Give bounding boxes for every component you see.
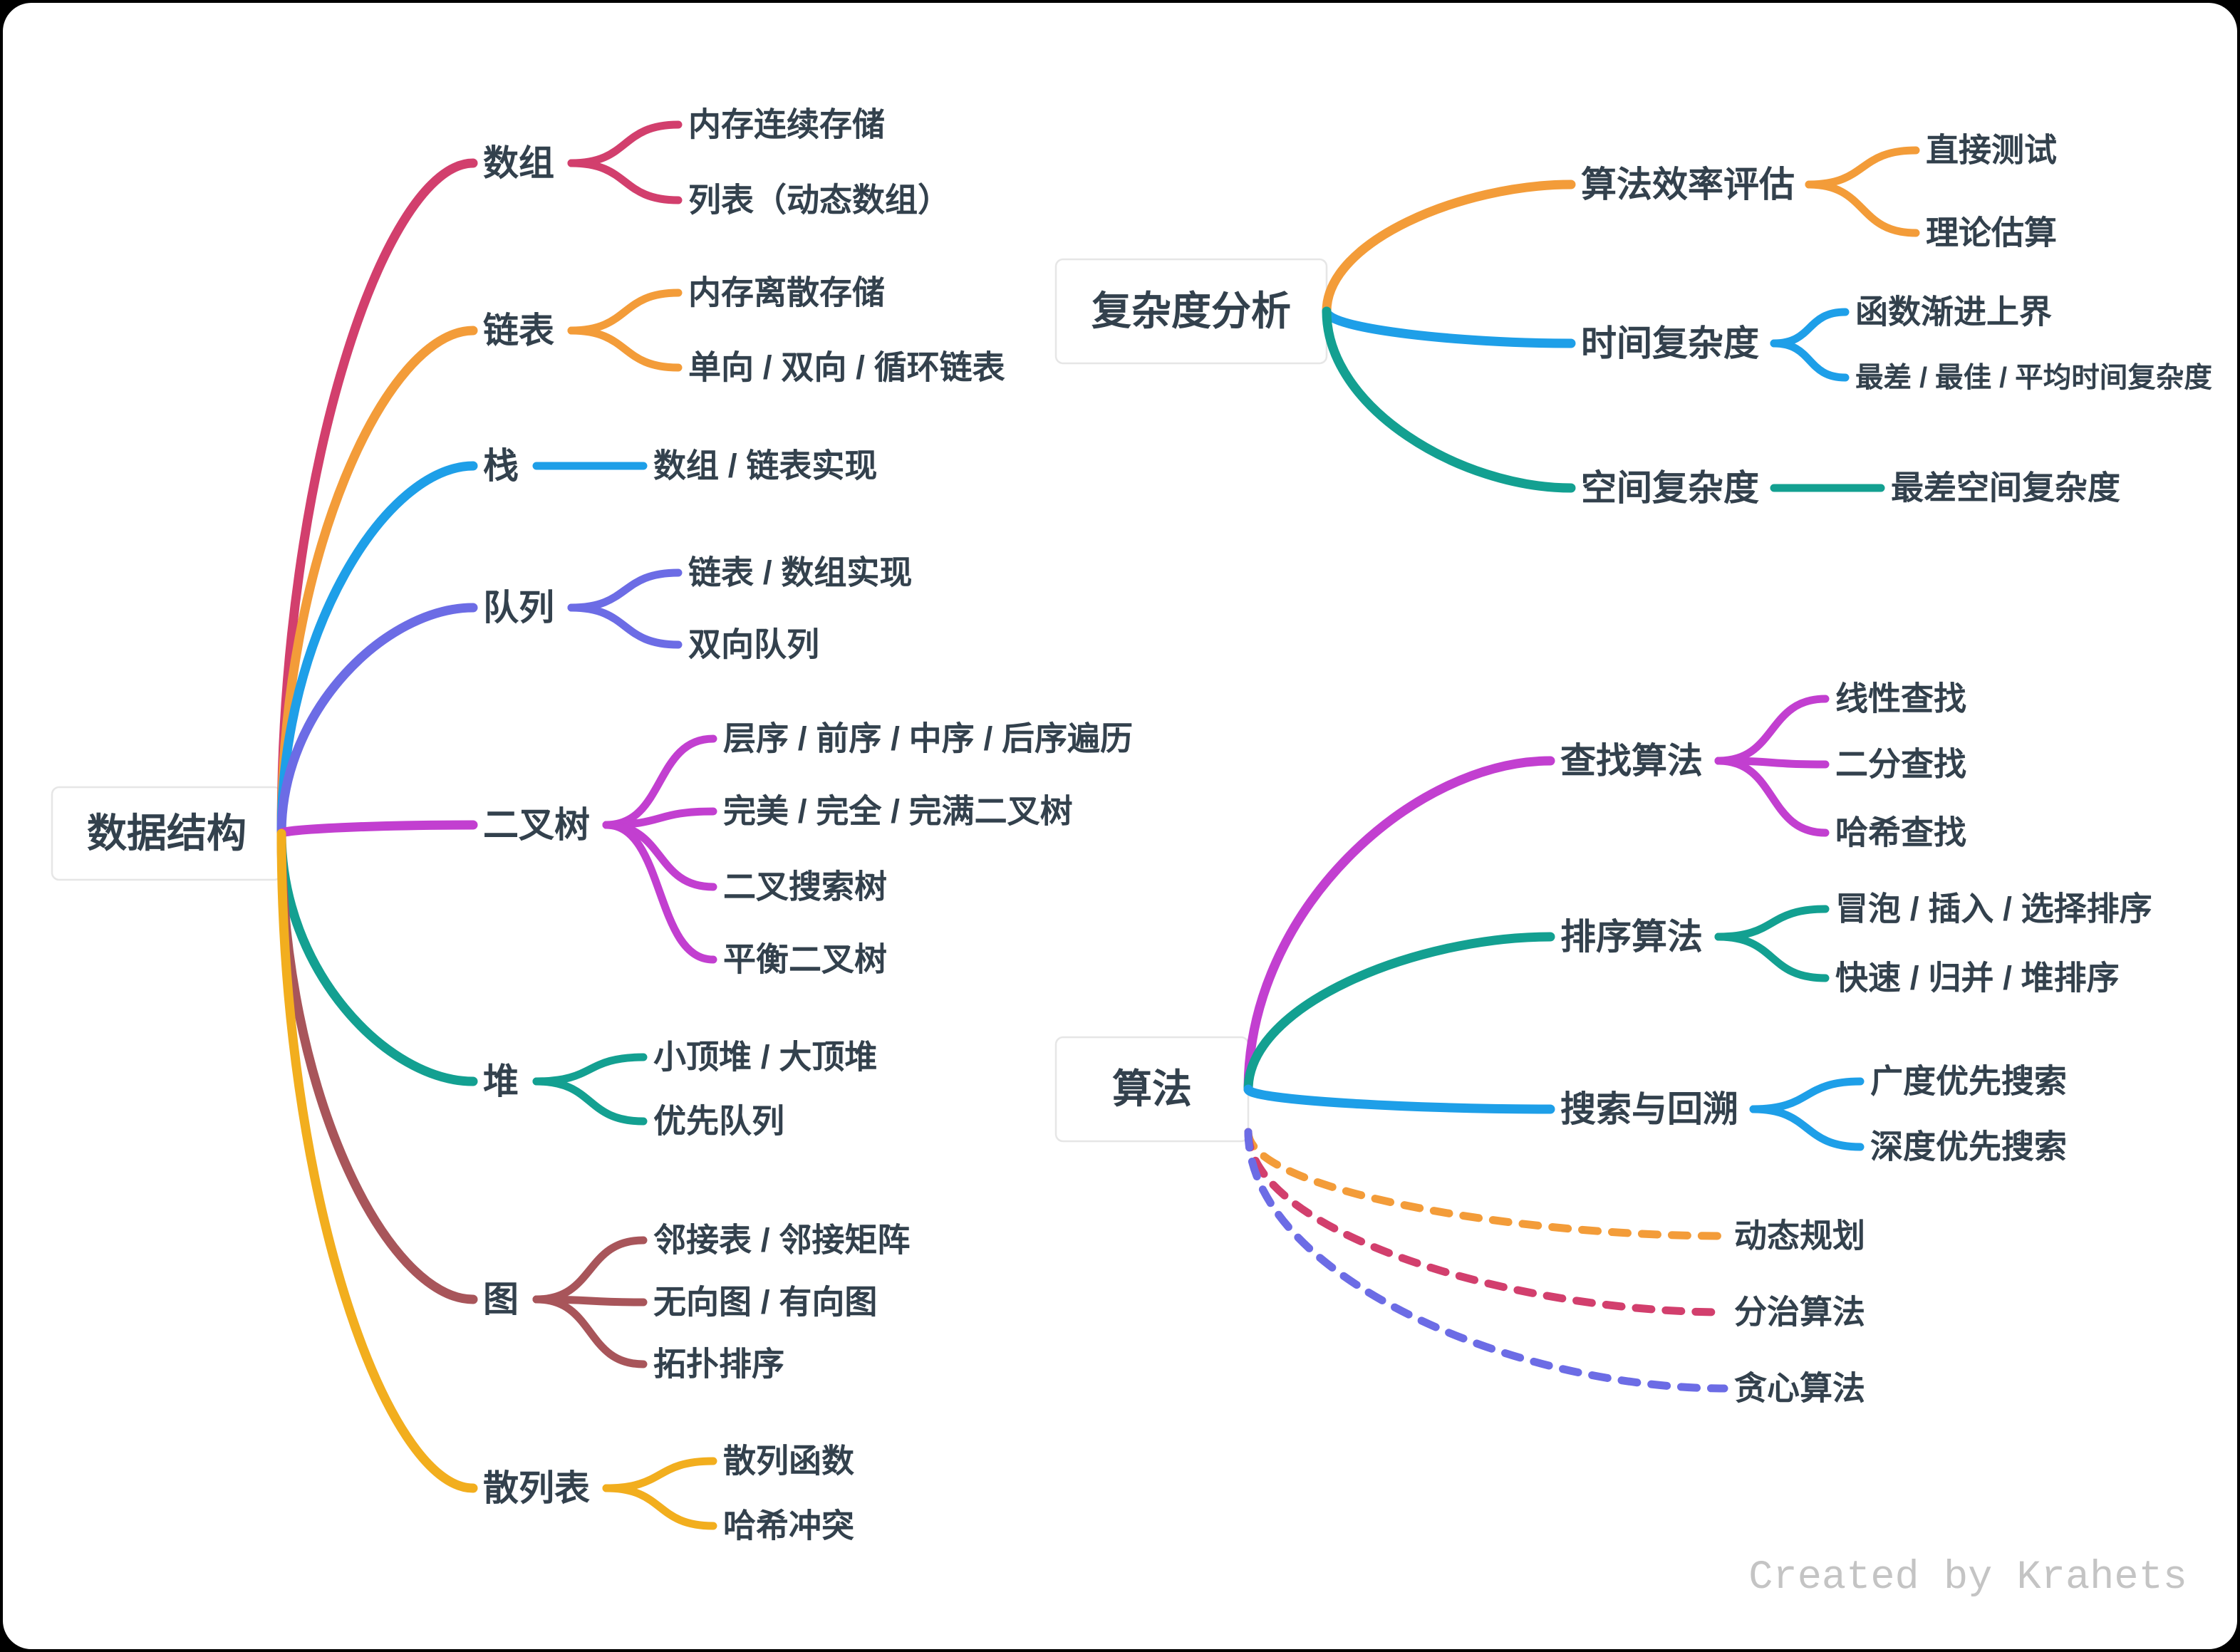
svg-text:最差空间复杂度: 最差空间复杂度 [1891,469,2120,506]
svg-text:快速 / 归并 / 堆排序: 快速 / 归并 / 堆排序 [1835,960,2120,997]
svg-text:动态规划: 动态规划 [1734,1217,1865,1254]
svg-text:线性查找: 线性查找 [1835,680,1966,717]
svg-text:哈希冲突: 哈希冲突 [723,1507,854,1544]
svg-text:数组: 数组 [483,143,554,183]
svg-text:链表 / 数组实现: 链表 / 数组实现 [688,554,912,591]
svg-text:邻接表 / 邻接矩阵: 邻接表 / 邻接矩阵 [653,1222,910,1259]
svg-text:无向图 / 有向图: 无向图 / 有向图 [653,1284,877,1321]
svg-text:层序 / 前序 / 中序 / 后序遍历: 层序 / 前序 / 中序 / 后序遍历 [723,720,1133,757]
svg-text:算法效率评估: 算法效率评估 [1581,165,1795,204]
svg-text:理论估算: 理论估算 [1926,214,2057,251]
svg-text:平衡二叉树: 平衡二叉树 [723,941,887,978]
svg-text:冒泡 / 插入 / 选择排序: 冒泡 / 插入 / 选择排序 [1835,890,2152,928]
svg-text:哈希查找: 哈希查找 [1835,814,1966,851]
svg-text:优先队列: 优先队列 [653,1103,784,1140]
svg-text:散列表: 散列表 [483,1468,590,1508]
svg-text:堆: 堆 [483,1061,519,1101]
svg-text:空间复杂度: 空间复杂度 [1581,468,1759,508]
svg-text:内存连续存储: 内存连续存储 [688,106,885,143]
svg-text:二分查找: 二分查找 [1835,746,1966,783]
svg-text:数组 / 链表实现: 数组 / 链表实现 [653,447,877,484]
svg-text:队列: 队列 [483,588,554,628]
svg-text:深度优先搜索: 深度优先搜索 [1870,1128,2067,1165]
svg-text:完美 / 完全 / 完满二叉树: 完美 / 完全 / 完满二叉树 [723,793,1073,830]
svg-text:查找算法: 查找算法 [1560,741,1703,781]
svg-text:数据结构: 数据结构 [87,811,247,856]
svg-text:小顶堆 / 大顶堆: 小顶堆 / 大顶堆 [653,1039,877,1076]
svg-text:图: 图 [483,1279,519,1319]
svg-text:直接测试: 直接测试 [1926,132,2057,169]
svg-text:内存离散存储: 内存离散存储 [688,274,885,311]
svg-text:二叉搜索树: 二叉搜索树 [723,868,887,905]
svg-text:列表（动态数组）: 列表（动态数组） [688,182,950,219]
svg-text:最差 / 最佳 / 平均时间复杂度: 最差 / 最佳 / 平均时间复杂度 [1855,363,2212,394]
svg-text:贪心算法: 贪心算法 [1734,1370,1865,1407]
svg-text:拓扑排序: 拓扑排序 [653,1346,784,1383]
svg-text:散列函数: 散列函数 [723,1443,854,1480]
svg-text:函数渐进上界: 函数渐进上界 [1855,293,2052,331]
svg-text:时间复杂度: 时间复杂度 [1581,323,1759,363]
svg-text:链表: 链表 [483,311,554,350]
svg-text:算法: 算法 [1112,1066,1192,1111]
svg-text:单向 / 双向 / 循环链表: 单向 / 双向 / 循环链表 [688,349,1005,386]
svg-text:排序算法: 排序算法 [1560,917,1703,957]
svg-text:搜索与回溯: 搜索与回溯 [1560,1089,1738,1129]
svg-text:栈: 栈 [483,446,519,486]
svg-text:双向队列: 双向队列 [688,626,819,663]
svg-text:广度优先搜索: 广度优先搜索 [1870,1063,2067,1100]
svg-text:二叉树: 二叉树 [483,805,590,845]
svg-text:复杂度分析: 复杂度分析 [1092,289,1291,333]
svg-text:分治算法: 分治算法 [1734,1294,1865,1331]
